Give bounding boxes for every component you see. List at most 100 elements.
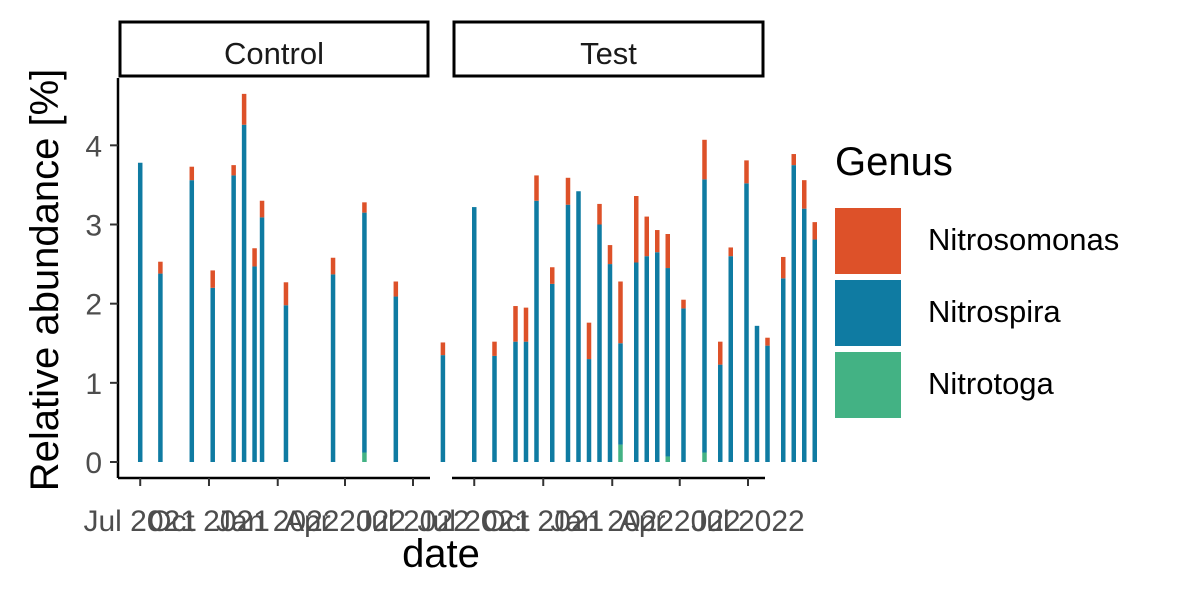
bar-segment-nitrospira xyxy=(362,212,367,453)
bar-segment-nitrospira xyxy=(252,266,257,462)
legend-label-nitrotoga: Nitrotoga xyxy=(928,366,1054,401)
bar-segment-nitrospira xyxy=(702,179,707,453)
bar-segment-nitrosomonas xyxy=(523,307,529,342)
bar-segment-nitrospira xyxy=(210,287,215,462)
bar-segment-nitrospira xyxy=(781,278,786,462)
bar-segment-nitrospira xyxy=(565,204,571,463)
y-tick-label: 0 xyxy=(85,447,102,480)
bar-segment-nitrospira xyxy=(189,180,195,462)
bar-segment-nitrospira xyxy=(765,345,770,462)
bar-segment-nitrospira xyxy=(241,124,247,462)
bar-segment-nitrosomonas xyxy=(550,267,555,284)
facet-strip-label: Control xyxy=(224,36,324,71)
legend-swatch-nitrotoga xyxy=(835,352,901,418)
y-tick-label: 2 xyxy=(85,289,102,322)
bar-segment-nitrospira xyxy=(812,239,817,462)
bar-segment-nitrospira xyxy=(791,165,796,462)
bar-segment-nitrosomonas xyxy=(744,160,749,184)
facet-strip-label: Test xyxy=(580,36,637,71)
bar-segment-nitrospira xyxy=(728,256,733,462)
legend-item-nitrotoga: Nitrotoga xyxy=(835,352,1155,418)
bar-segment-nitrospira xyxy=(550,283,555,462)
bar-segment-nitrosomonas xyxy=(802,180,807,209)
bar-segment-nitrosomonas xyxy=(492,341,497,356)
bar-segment-nitrospira xyxy=(472,207,477,462)
bar-segment-nitrosomonas xyxy=(781,256,786,279)
bar-segment-nitrospira xyxy=(393,296,399,462)
bar-segment-nitrosomonas xyxy=(665,234,670,269)
bar-segment-nitrotoga xyxy=(665,456,670,462)
x-axis-title: date xyxy=(402,532,480,576)
bar-segment-nitrospira xyxy=(137,162,143,462)
bar-segment-nitrospira xyxy=(665,268,670,457)
bar-segment-nitrospira xyxy=(534,200,539,462)
bar-segment-nitrospira xyxy=(586,359,592,462)
bar-segment-nitrosomonas xyxy=(681,299,686,309)
x-tick-label: Jul 2022 xyxy=(691,505,804,538)
bar-segment-nitrosomonas xyxy=(241,93,247,125)
bar-segment-nitrospira xyxy=(576,191,581,462)
x-tick-label: Jan 2022 xyxy=(216,505,339,538)
bar-segment-nitrospira xyxy=(618,343,623,445)
facet-strip xyxy=(452,20,765,78)
bar-segment-nitrospira xyxy=(754,325,760,462)
x-tick-label: Jan 2022 xyxy=(551,505,674,538)
bar-segment-nitrosomonas xyxy=(607,245,613,265)
bar-segment-nitrosomonas xyxy=(812,222,817,240)
bar-segment-nitrosomonas xyxy=(440,342,446,356)
legend-title: Genus xyxy=(835,140,953,184)
bar-segment-nitrospira xyxy=(634,262,639,462)
bar-segment-nitrospira xyxy=(655,252,660,462)
bar-segment-nitrosomonas xyxy=(644,216,649,257)
bar-segment-nitrosomonas xyxy=(362,202,367,213)
legend-label-nitrospira: Nitrospira xyxy=(928,294,1061,329)
y-axis-title: Relative abundance [%] xyxy=(23,69,67,492)
bar-segment-nitrospira xyxy=(283,305,289,462)
bar-segment-nitrosomonas xyxy=(158,261,163,274)
bar-segment-nitrospira xyxy=(231,175,236,462)
bar-segment-nitrosomonas xyxy=(259,200,265,218)
bar-segment-nitrosomonas xyxy=(586,322,592,360)
bar-segment-nitrotoga xyxy=(362,452,367,462)
legend-swatch-nitrosomonas xyxy=(835,208,901,274)
bar-segment-nitrosomonas xyxy=(597,203,602,225)
bar-segment-nitrosomonas xyxy=(189,166,195,181)
bar-segment-nitrosomonas xyxy=(393,281,399,297)
x-tick-label: Jul 2022 xyxy=(356,505,469,538)
bar-segment-nitrospira xyxy=(513,341,518,462)
legend-item-nitrosomonas: Nitrosomonas xyxy=(835,208,1155,274)
bar-segment-nitrosomonas xyxy=(702,139,707,180)
bar-segment-nitrosomonas xyxy=(534,175,539,201)
x-tick-label: Apr 2022 xyxy=(284,505,406,538)
bar-segment-nitrosomonas xyxy=(718,341,723,365)
bar-segment-nitrosomonas xyxy=(252,248,257,267)
bar-segment-nitrospira xyxy=(259,217,265,462)
bar-segment-nitrosomonas xyxy=(210,270,215,288)
x-tick-label: Oct 2021 xyxy=(148,505,270,538)
bar-segment-nitrosomonas xyxy=(565,177,571,205)
bar-segment-nitrospira xyxy=(744,183,749,463)
bar-segment-nitrospira xyxy=(440,355,446,462)
bar-segment-nitrospira xyxy=(681,308,686,462)
bar-segment-nitrospira xyxy=(644,256,649,462)
legend-label-nitrosomonas: Nitrosomonas xyxy=(928,222,1120,257)
y-tick-label: 4 xyxy=(85,130,102,163)
bar-segment-nitrosomonas xyxy=(634,196,639,263)
bar-segment-nitrospira xyxy=(158,273,163,462)
bar-segment-nitrotoga xyxy=(702,452,707,462)
legend-swatch-nitrospira xyxy=(835,280,901,346)
facet-strip xyxy=(118,20,430,78)
x-tick-label: Oct 2021 xyxy=(482,505,604,538)
bar-segment-nitrospira xyxy=(597,224,602,462)
bar-segment-nitrospira xyxy=(802,208,807,462)
bar-segment-nitrosomonas xyxy=(231,165,236,176)
x-tick-label: Jul 2021 xyxy=(418,505,531,538)
y-tick-label: 1 xyxy=(85,368,102,401)
legend-item-nitrospira: Nitrospira xyxy=(835,280,1155,346)
x-tick-label: Jul 2021 xyxy=(84,505,197,538)
bar-segment-nitrosomonas xyxy=(330,257,336,275)
bar-segment-nitrospira xyxy=(718,364,723,462)
bar-segment-nitrospira xyxy=(523,341,529,462)
